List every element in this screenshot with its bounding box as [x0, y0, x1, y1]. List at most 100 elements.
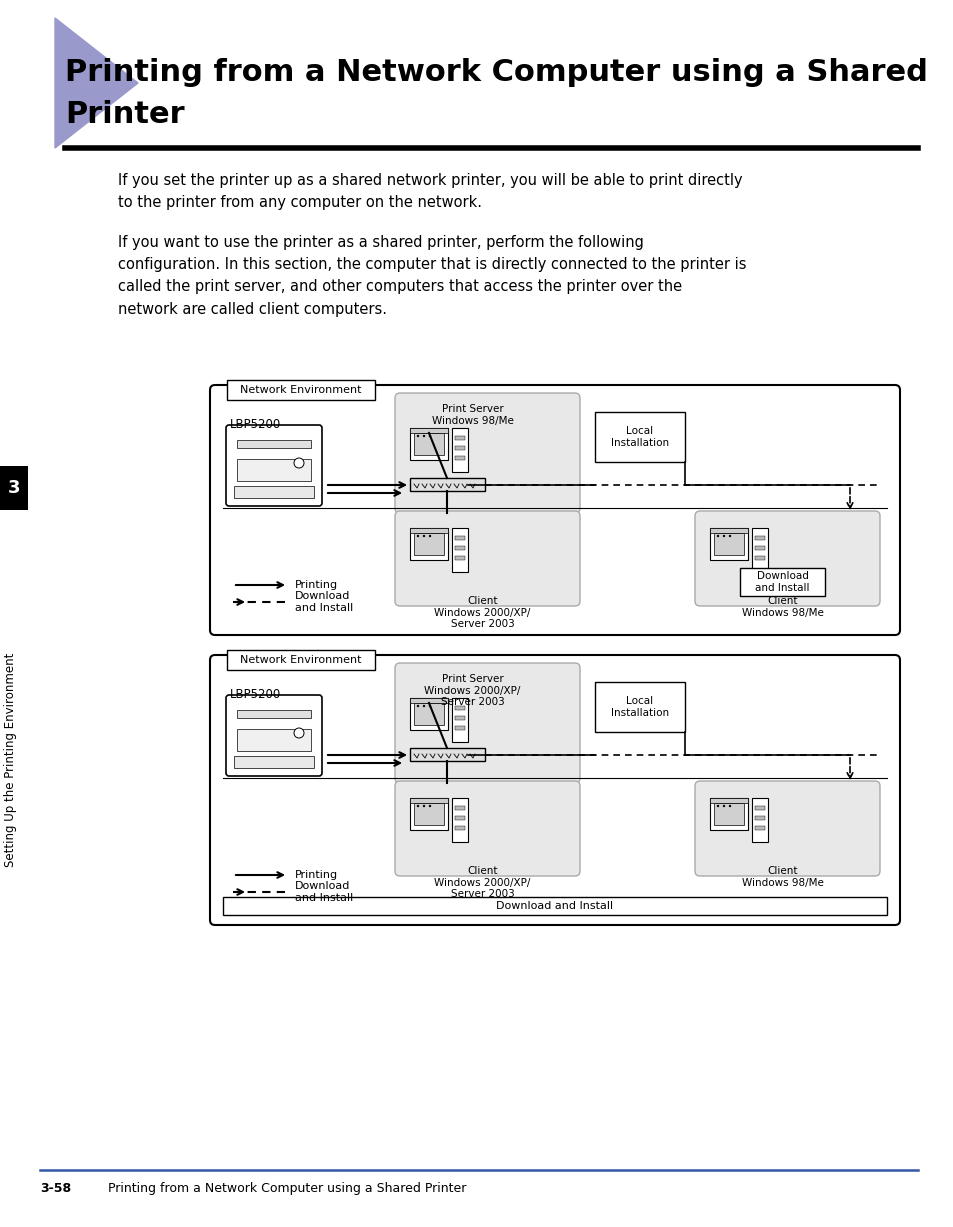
Bar — [227, 380, 375, 400]
Bar — [452, 428, 468, 472]
Bar — [227, 650, 375, 670]
Bar — [754, 806, 764, 810]
Circle shape — [416, 535, 418, 537]
Bar — [0, 466, 28, 510]
Text: LBP5200: LBP5200 — [230, 418, 281, 431]
Bar — [709, 798, 747, 829]
Text: Client
Windows 2000/XP/
Server 2003: Client Windows 2000/XP/ Server 2003 — [434, 596, 530, 629]
Bar — [455, 816, 464, 820]
Bar — [410, 528, 448, 560]
Bar — [414, 433, 443, 455]
Bar — [410, 798, 448, 802]
Bar — [236, 729, 311, 751]
Bar — [410, 528, 448, 533]
Text: Printing from a Network Computer using a Shared: Printing from a Network Computer using a… — [65, 58, 927, 87]
Bar — [455, 445, 464, 450]
Bar — [455, 556, 464, 560]
Text: Network Environment: Network Environment — [240, 385, 361, 395]
Text: Printing from a Network Computer using a Shared Printer: Printing from a Network Computer using a… — [108, 1182, 466, 1195]
Circle shape — [716, 805, 719, 807]
Bar — [418, 698, 438, 703]
FancyBboxPatch shape — [695, 510, 879, 606]
Text: 3-58: 3-58 — [40, 1182, 71, 1195]
Text: If you set the printer up as a shared network printer, you will be able to print: If you set the printer up as a shared ne… — [118, 173, 741, 210]
Text: Network Environment: Network Environment — [240, 655, 361, 665]
Bar — [233, 486, 314, 498]
Bar — [595, 412, 684, 463]
Bar — [410, 698, 448, 730]
Text: Local
Installation: Local Installation — [610, 426, 668, 448]
Bar — [418, 528, 438, 533]
FancyBboxPatch shape — [226, 425, 322, 506]
Bar — [236, 459, 311, 481]
Bar — [754, 536, 764, 540]
Bar — [740, 568, 824, 596]
Bar — [455, 546, 464, 550]
Bar — [455, 456, 464, 460]
Bar — [414, 802, 443, 825]
Bar — [754, 826, 764, 829]
Bar — [455, 717, 464, 720]
FancyBboxPatch shape — [210, 385, 899, 636]
Bar — [236, 710, 311, 718]
Circle shape — [416, 805, 418, 807]
Bar — [709, 528, 747, 533]
Text: Client
Windows 98/Me: Client Windows 98/Me — [740, 596, 822, 617]
Text: Setting Up the Printing Environment: Setting Up the Printing Environment — [5, 653, 17, 867]
Bar — [455, 726, 464, 730]
Bar — [414, 703, 443, 725]
Text: Local
Installation: Local Installation — [610, 696, 668, 718]
Bar — [410, 479, 484, 491]
Bar — [455, 436, 464, 440]
Circle shape — [728, 535, 730, 537]
Text: Printing: Printing — [294, 870, 337, 880]
FancyBboxPatch shape — [395, 663, 579, 783]
Text: Download
and Install: Download and Install — [294, 881, 353, 903]
Text: Print Server
Windows 98/Me: Print Server Windows 98/Me — [431, 404, 513, 426]
Bar — [410, 428, 448, 433]
Bar — [709, 528, 747, 560]
FancyBboxPatch shape — [395, 510, 579, 606]
Bar — [595, 682, 684, 733]
Text: 3: 3 — [8, 479, 20, 497]
Bar — [452, 528, 468, 572]
Bar — [751, 798, 767, 842]
FancyBboxPatch shape — [695, 782, 879, 876]
Bar — [713, 533, 743, 555]
Circle shape — [428, 704, 431, 707]
Circle shape — [422, 704, 425, 707]
Bar — [410, 428, 448, 460]
Bar — [236, 440, 311, 448]
Text: Print Server
Windows 2000/XP/
Server 2003: Print Server Windows 2000/XP/ Server 200… — [424, 674, 520, 707]
Circle shape — [422, 434, 425, 437]
Text: Download
and Install: Download and Install — [294, 591, 353, 612]
Bar — [754, 546, 764, 550]
Bar — [751, 528, 767, 572]
Bar — [719, 798, 739, 802]
Bar — [414, 533, 443, 555]
FancyBboxPatch shape — [395, 393, 579, 513]
Bar — [709, 798, 747, 802]
Circle shape — [722, 805, 724, 807]
Circle shape — [428, 434, 431, 437]
Circle shape — [728, 805, 730, 807]
Circle shape — [722, 535, 724, 537]
Text: Printing: Printing — [294, 580, 337, 590]
Text: Download and Install: Download and Install — [496, 901, 613, 910]
Bar — [452, 698, 468, 742]
Circle shape — [422, 805, 425, 807]
Circle shape — [716, 535, 719, 537]
Text: LBP5200: LBP5200 — [230, 688, 281, 701]
Circle shape — [428, 805, 431, 807]
Bar — [455, 706, 464, 710]
FancyBboxPatch shape — [395, 782, 579, 876]
Bar — [410, 748, 484, 761]
Bar — [713, 802, 743, 825]
Bar — [754, 556, 764, 560]
Circle shape — [416, 434, 418, 437]
Text: Printer: Printer — [65, 99, 185, 129]
Circle shape — [422, 535, 425, 537]
FancyBboxPatch shape — [210, 655, 899, 925]
Bar — [233, 756, 314, 768]
Text: Client
Windows 98/Me: Client Windows 98/Me — [740, 866, 822, 887]
